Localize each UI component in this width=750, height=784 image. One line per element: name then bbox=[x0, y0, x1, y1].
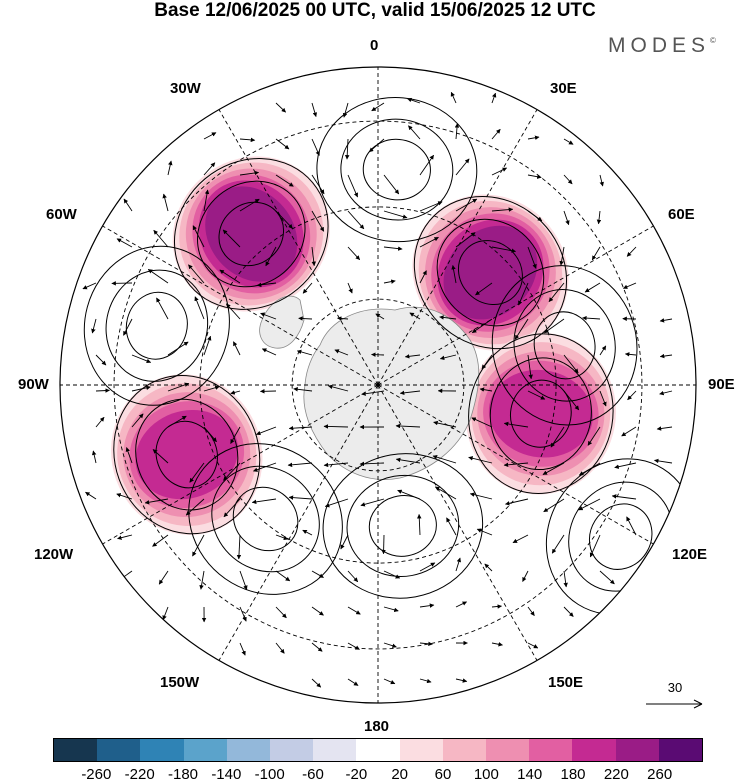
colorbar-swatch bbox=[184, 739, 227, 761]
colorbar-swatch bbox=[486, 739, 529, 761]
lon-label-30w: 30W bbox=[170, 80, 201, 97]
colorbar-tick-label: 60 bbox=[435, 766, 452, 783]
lon-label-30e: 30E bbox=[550, 80, 577, 97]
lon-label-60e: 60E bbox=[668, 206, 695, 223]
colorbar-tick-label: -260 bbox=[81, 766, 111, 783]
colorbar-tick-label: 180 bbox=[560, 766, 585, 783]
colorbar-swatch bbox=[97, 739, 140, 761]
lon-label-150e: 150E bbox=[548, 674, 583, 691]
colorbar-swatch bbox=[400, 739, 443, 761]
colorbar-tick-label: 140 bbox=[517, 766, 542, 783]
wind-arrow bbox=[372, 354, 384, 355]
colorbar-labels: -260 -220 -180 -140 -100 -60 -20 20 60 100 140 180 2… bbox=[53, 766, 703, 784]
lon-label-0: 0 bbox=[370, 37, 378, 54]
wind-arrow bbox=[96, 390, 109, 391]
lon-label-60w: 60W bbox=[46, 206, 77, 223]
colorbar bbox=[53, 738, 703, 762]
colorbar-tick-label: -20 bbox=[345, 766, 367, 783]
reference-arrow bbox=[640, 680, 710, 710]
colorbar-tick-label: 220 bbox=[604, 766, 629, 783]
colorbar-tick-label: 20 bbox=[391, 766, 408, 783]
lon-label-150w: 150W bbox=[160, 674, 199, 691]
lon-label-90w: 90W bbox=[18, 376, 49, 393]
colorbar-swatch bbox=[616, 739, 659, 761]
colorbar-tick-label: 260 bbox=[647, 766, 672, 783]
polar-map: ● bbox=[0, 0, 750, 735]
colorbar-swatch bbox=[313, 739, 356, 761]
lon-label-120e: 120E bbox=[672, 546, 707, 563]
pole-marker: ● bbox=[376, 381, 380, 387]
colorbar-swatch bbox=[54, 739, 97, 761]
colorbar-tick-label: 100 bbox=[474, 766, 499, 783]
colorbar-swatch bbox=[227, 739, 270, 761]
lon-label-90e: 90E bbox=[708, 376, 735, 393]
colorbar-tick-label: -180 bbox=[168, 766, 198, 783]
colorbar-tick-label: -140 bbox=[211, 766, 241, 783]
lon-label-120w: 120W bbox=[34, 546, 73, 563]
lon-label-180: 180 bbox=[364, 718, 389, 735]
reference-vector: 30 bbox=[640, 680, 710, 710]
colorbar-tick-label: -60 bbox=[302, 766, 324, 783]
colorbar-swatch bbox=[443, 739, 486, 761]
colorbar-swatch bbox=[356, 739, 399, 761]
colorbar-swatch bbox=[270, 739, 313, 761]
colorbar-swatch bbox=[659, 739, 702, 761]
colorbar-tick-label: -100 bbox=[255, 766, 285, 783]
colorbar-swatch bbox=[529, 739, 572, 761]
colorbar-swatch bbox=[572, 739, 615, 761]
colorbar-tick-label: -220 bbox=[125, 766, 155, 783]
colorbar-swatch bbox=[140, 739, 183, 761]
